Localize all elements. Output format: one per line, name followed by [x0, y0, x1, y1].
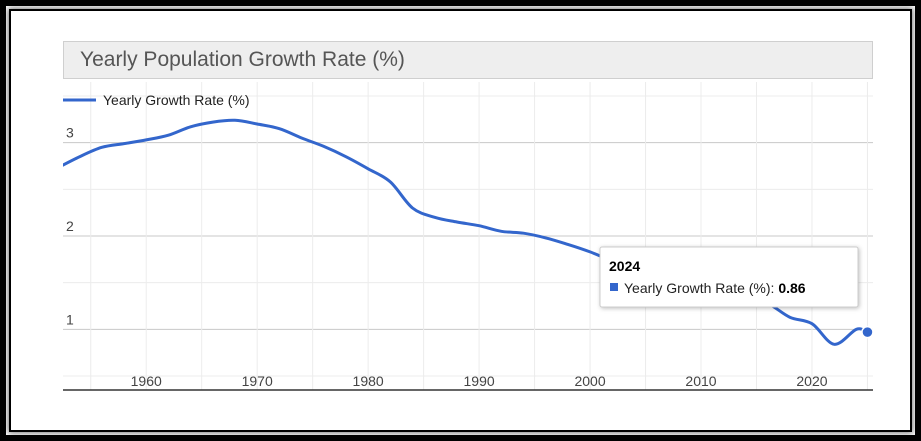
x-tick-label: 1980: [353, 373, 384, 389]
y-axis: 1 2 3: [66, 125, 74, 328]
figure-frame-inner: [9, 9, 912, 432]
x-tick-label: 1990: [464, 373, 495, 389]
series-group: [63, 118, 874, 346]
x-axis: 1960 1970 1980 1990 2000 2010 2020: [131, 373, 828, 389]
tooltip-value: 0.86: [778, 280, 805, 296]
series-line: [63, 118, 869, 346]
tooltip-year: 2024: [609, 258, 640, 274]
y-tick-label: 2: [66, 218, 74, 234]
tooltip-line: Yearly Growth Rate (%): 0.86: [624, 280, 806, 296]
legend-label: Yearly Growth Rate (%): [103, 92, 250, 108]
x-tick-label: 1960: [131, 373, 162, 389]
y-tick-label: 3: [66, 125, 74, 141]
tooltip-separator: :: [771, 280, 779, 296]
chart-title-bar: Yearly Population Growth Rate (%): [63, 41, 873, 79]
x-tick-label: 1970: [242, 373, 273, 389]
tooltip: 2024 Yearly Growth Rate (%): 0.86: [599, 246, 859, 308]
x-tick-label: 2020: [796, 373, 827, 389]
x-tick-label: 2000: [574, 373, 605, 389]
chart-title: Yearly Population Growth Rate (%): [80, 48, 405, 71]
tooltip-series-label: Yearly Growth Rate (%): [624, 280, 771, 296]
tooltip-swatch: [610, 283, 618, 291]
tooltip-box: [599, 246, 859, 308]
hover-point: [861, 325, 874, 339]
x-tick-label: 2010: [685, 373, 716, 389]
y-tick-label: 1: [66, 311, 74, 327]
legend: Yearly Growth Rate (%): [63, 92, 250, 108]
